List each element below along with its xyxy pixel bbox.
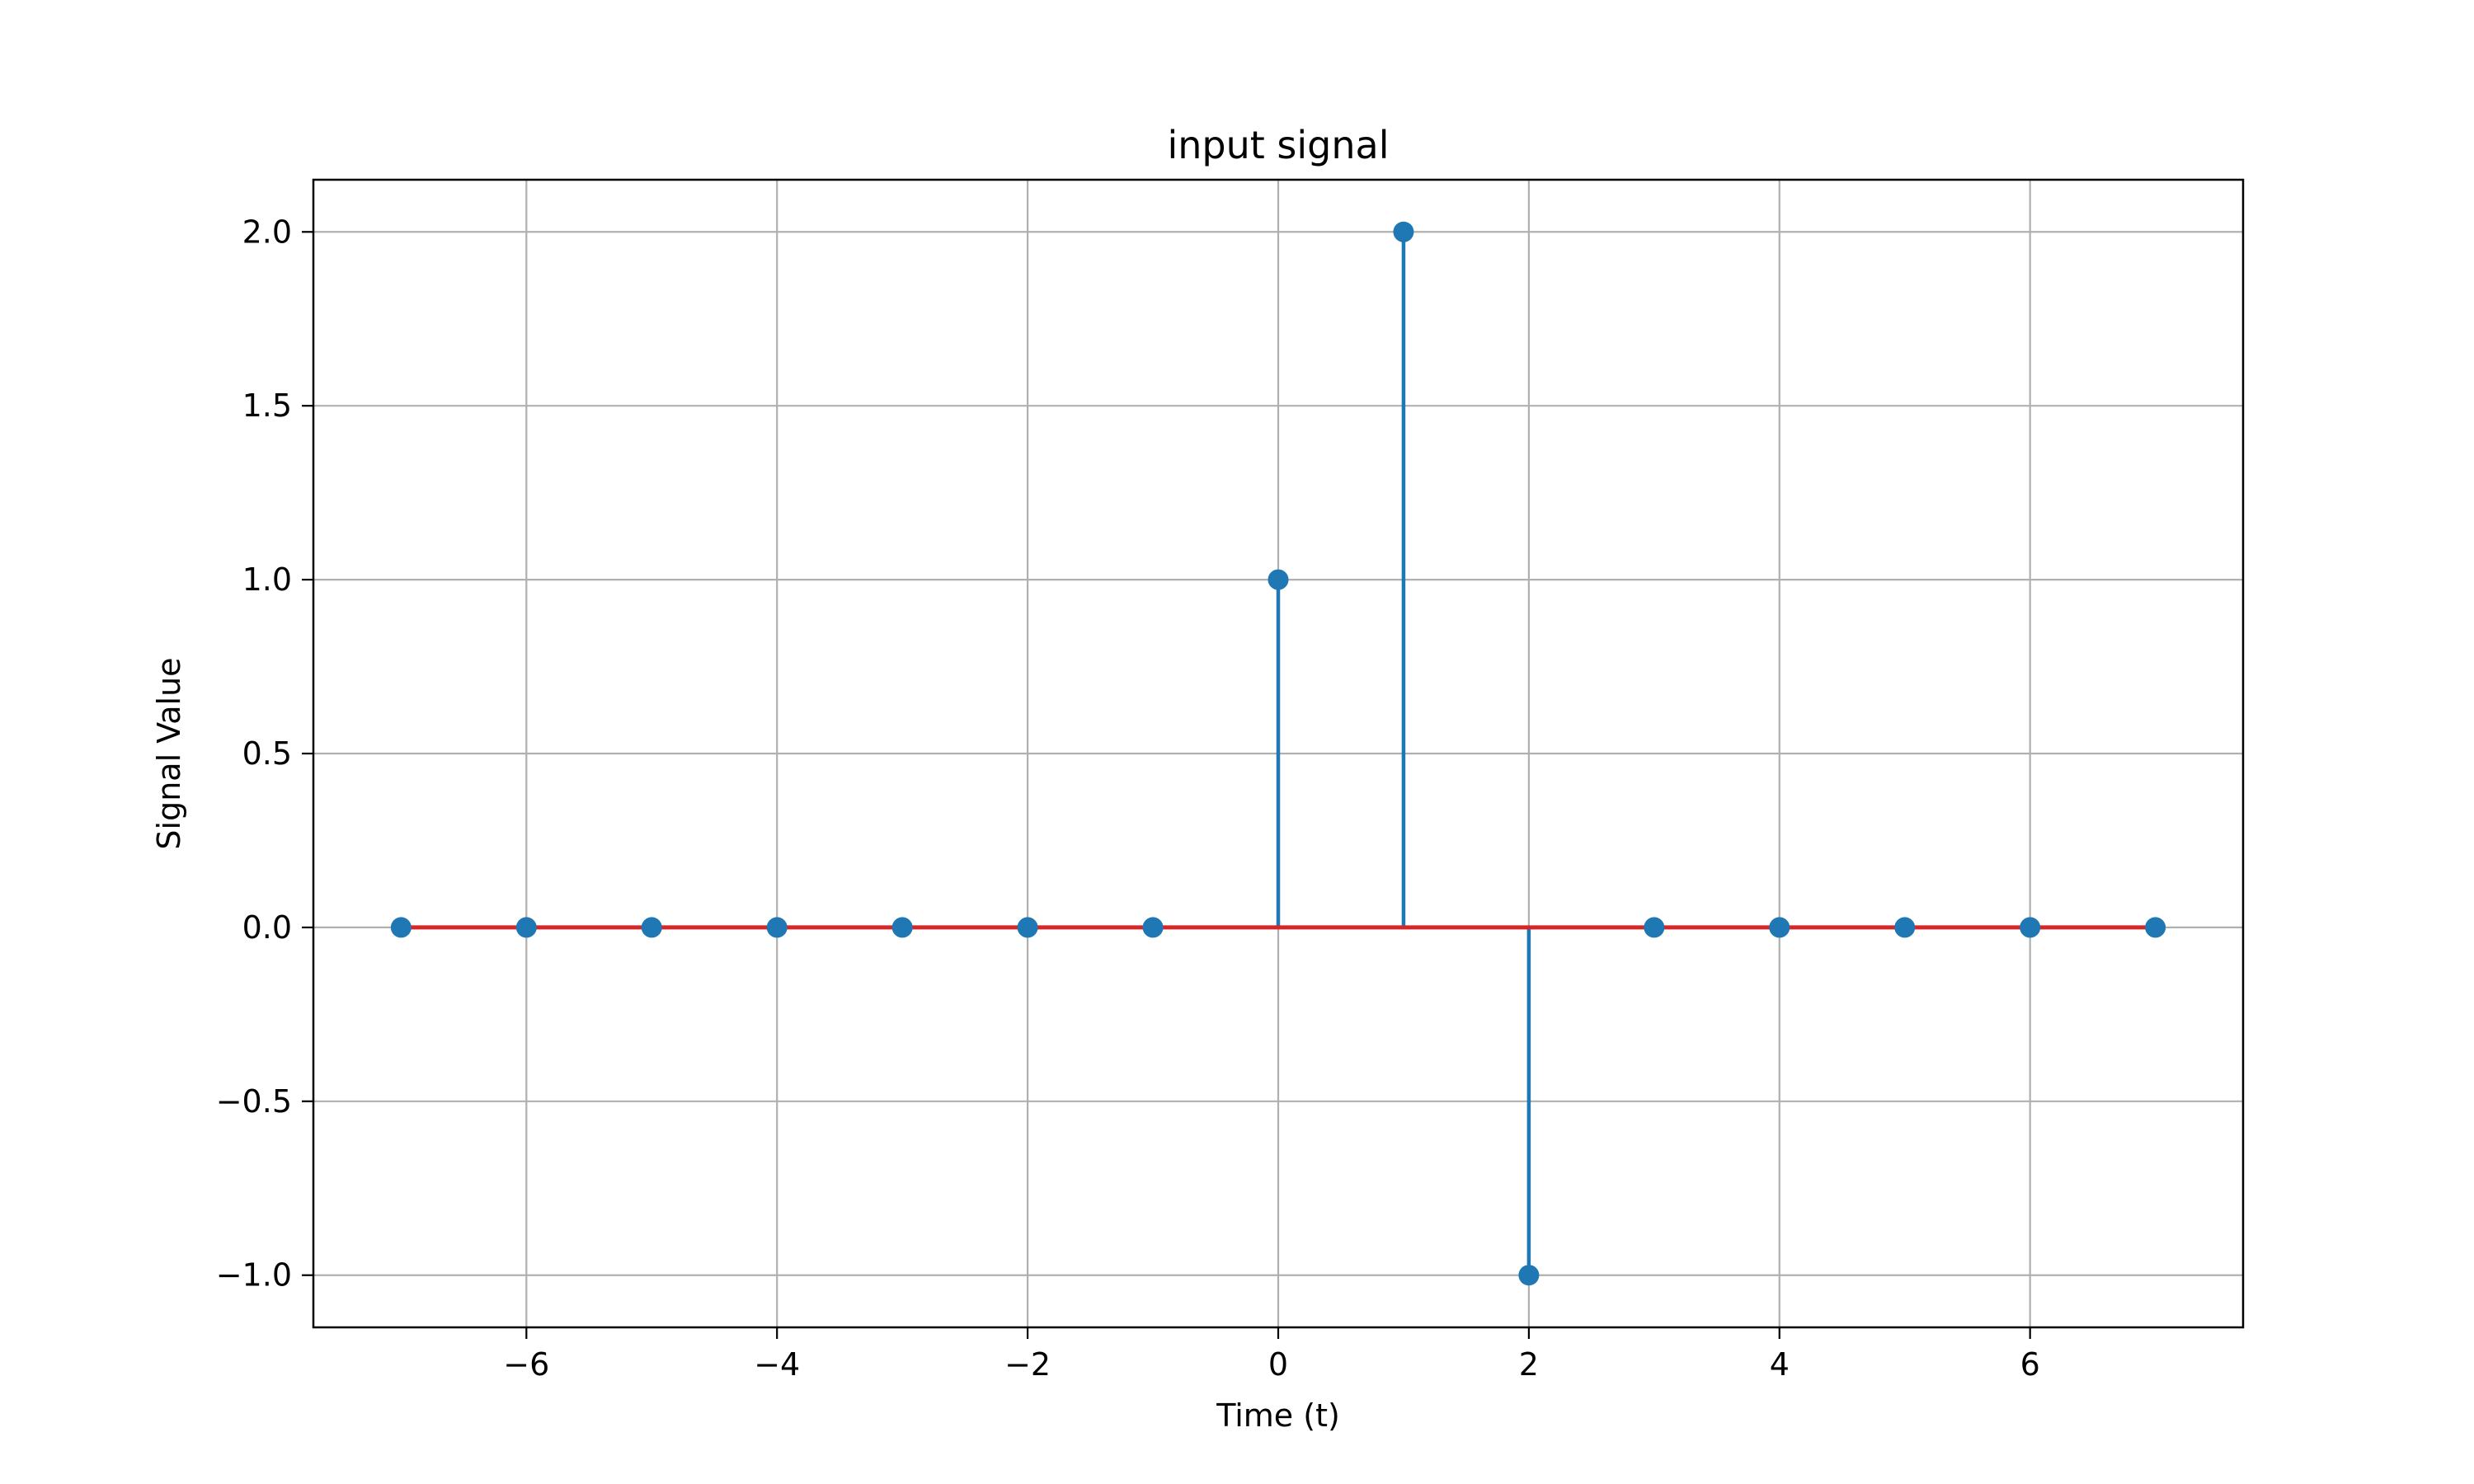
y-tick-label: 1.5 bbox=[242, 387, 292, 424]
x-axis-label: Time (t) bbox=[1216, 1397, 1340, 1434]
y-tick-label: 0.0 bbox=[242, 909, 292, 946]
data-point bbox=[2145, 917, 2166, 938]
y-tick-label: −0.5 bbox=[216, 1083, 292, 1120]
x-tick-label: 0 bbox=[1268, 1346, 1288, 1383]
data-point bbox=[1518, 1265, 1540, 1286]
x-tick-label: 6 bbox=[2020, 1346, 2040, 1383]
data-point bbox=[1894, 917, 1916, 938]
data-point bbox=[1268, 569, 1289, 590]
data-point bbox=[766, 917, 788, 938]
x-axis-ticks: −6 −4 −2 0 2 4 6 bbox=[503, 1327, 2040, 1383]
y-axis-ticks: −1.0 −0.5 0.0 0.5 1.0 1.5 2.0 bbox=[216, 214, 313, 1294]
data-point bbox=[1017, 917, 1038, 938]
data-point bbox=[2020, 917, 2041, 938]
x-tick-label: 2 bbox=[1519, 1346, 1539, 1383]
data-point bbox=[641, 917, 662, 938]
data-point bbox=[1769, 917, 1790, 938]
y-tick-label: 0.5 bbox=[242, 735, 292, 772]
y-tick-label: 2.0 bbox=[242, 214, 292, 250]
x-tick-label: 4 bbox=[1770, 1346, 1790, 1383]
data-point bbox=[390, 917, 412, 938]
data-point bbox=[1393, 221, 1414, 242]
data-point bbox=[1142, 917, 1164, 938]
data-point bbox=[515, 917, 537, 938]
data-point bbox=[1644, 917, 1665, 938]
y-tick-label: −1.0 bbox=[216, 1257, 292, 1294]
chart-title: input signal bbox=[1167, 123, 1389, 167]
y-tick-label: 1.0 bbox=[242, 561, 292, 598]
x-tick-label: −4 bbox=[754, 1346, 800, 1383]
plot-area bbox=[390, 221, 2166, 1286]
y-axis-label: Signal Value bbox=[151, 657, 187, 849]
x-tick-label: −2 bbox=[1004, 1346, 1051, 1383]
data-point bbox=[891, 917, 913, 938]
x-tick-label: −6 bbox=[503, 1346, 549, 1383]
